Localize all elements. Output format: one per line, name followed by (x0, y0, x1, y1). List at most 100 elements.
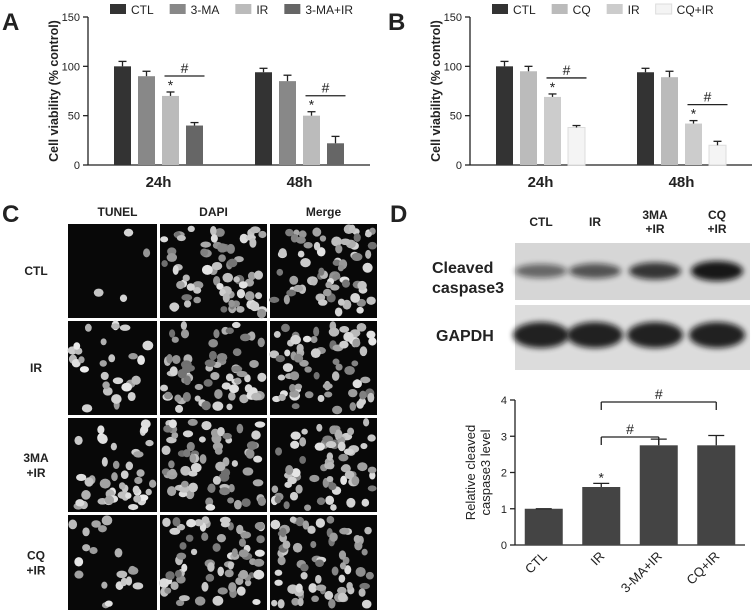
nucleus (170, 581, 179, 590)
lane-label: CQ +IR (707, 208, 726, 236)
nucleus (186, 441, 195, 452)
nucleus (310, 348, 321, 359)
nucleus (244, 579, 252, 587)
nucleus (255, 292, 263, 300)
significance: # (563, 62, 571, 78)
nucleus (119, 294, 128, 302)
nucleus (340, 238, 351, 246)
nucleus (160, 384, 169, 392)
nucleus (292, 542, 303, 553)
nucleus (125, 492, 132, 499)
nucleus (339, 340, 349, 349)
nucleus (352, 379, 362, 389)
nucleus (303, 241, 313, 249)
nucleus (97, 425, 105, 434)
nucleus (170, 302, 179, 312)
nucleus (99, 360, 107, 367)
nucleus (183, 375, 191, 386)
nucleus (282, 363, 294, 372)
nucleus (339, 325, 350, 333)
x-tick-label: CQ+IR (683, 549, 722, 588)
nucleus (304, 504, 312, 511)
y-tick-label: 0 (501, 540, 507, 552)
nucleus (187, 225, 195, 233)
nucleus (334, 429, 343, 439)
nucleus (361, 599, 372, 609)
nucleus (337, 298, 345, 306)
nucleus (175, 404, 184, 413)
nucleus (75, 499, 85, 507)
nucleus (258, 230, 267, 239)
nucleus (198, 436, 206, 443)
nucleus (277, 374, 286, 381)
nucleus (228, 299, 235, 308)
nucleus (201, 516, 210, 525)
nucleus (291, 468, 301, 478)
nucleus (134, 476, 143, 485)
bar (138, 76, 155, 165)
nucleus (334, 307, 343, 317)
nucleus (308, 583, 318, 593)
nucleus (180, 321, 187, 330)
bar (582, 487, 621, 545)
nucleus (257, 337, 265, 348)
nucleus (222, 272, 234, 283)
nucleus (238, 569, 249, 579)
nucleus (279, 527, 287, 538)
nucleus (304, 391, 314, 399)
bar (639, 445, 678, 545)
nucleus (142, 340, 154, 351)
nucleus (225, 327, 234, 334)
nucleus (310, 335, 318, 344)
band-label: GAPDH (436, 328, 494, 345)
nucleus (332, 405, 343, 415)
nucleus (168, 419, 177, 429)
nucleus (121, 382, 133, 392)
nucleus (254, 270, 264, 280)
legend-swatch (169, 4, 186, 14)
nucleus (161, 260, 168, 268)
nucleus (328, 482, 337, 491)
row-label-line: +IR (26, 466, 45, 480)
nucleus (268, 296, 280, 303)
band-label-line: Cleaved (432, 260, 493, 277)
nucleus (312, 227, 322, 237)
nucleus (249, 237, 257, 248)
nucleus (299, 456, 307, 464)
nucleus (205, 497, 214, 506)
nucleus (225, 373, 234, 382)
column-header: Merge (306, 205, 342, 219)
nucleus (231, 365, 243, 373)
nucleus (81, 490, 91, 500)
nucleus (216, 282, 224, 290)
nucleus (239, 394, 249, 404)
nucleus (82, 527, 90, 537)
bar (524, 508, 563, 545)
nucleus (351, 476, 360, 486)
nucleus (210, 372, 220, 381)
nucleus (188, 482, 198, 493)
band (567, 322, 623, 348)
nucleus (179, 486, 190, 493)
nucleus (346, 581, 353, 590)
nucleus (185, 534, 194, 542)
legend-swatch (284, 4, 301, 14)
nucleus (222, 293, 230, 303)
band (627, 322, 683, 348)
significance: * (168, 77, 174, 93)
x-tick-label: IR (588, 549, 608, 569)
nucleus (84, 477, 94, 487)
nucleus (169, 329, 176, 338)
nucleus (216, 534, 227, 543)
nucleus (274, 495, 282, 504)
nucleus (182, 363, 192, 374)
nucleus (227, 561, 234, 570)
nucleus (325, 281, 332, 289)
nucleus (219, 487, 231, 496)
nucleus (208, 350, 217, 361)
nucleus (273, 330, 281, 338)
nucleus (290, 440, 300, 449)
nucleus (322, 288, 332, 297)
nucleus (214, 389, 223, 399)
